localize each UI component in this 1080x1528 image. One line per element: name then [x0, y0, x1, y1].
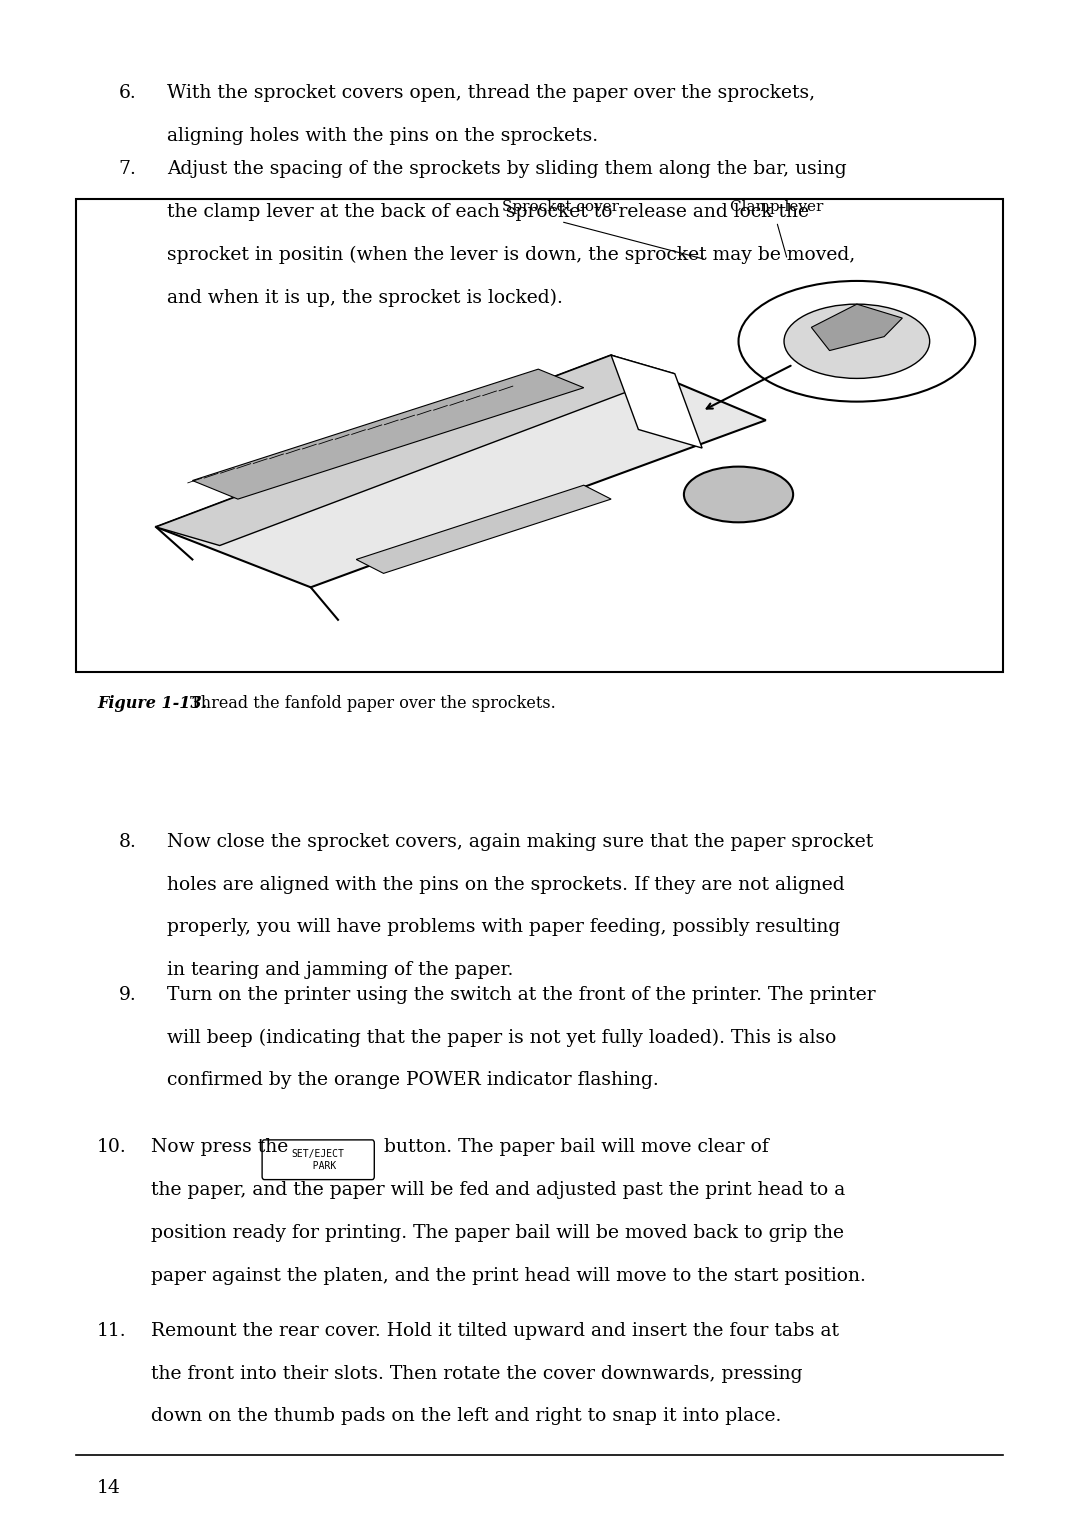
Text: Clamp lever: Clamp lever: [730, 200, 823, 214]
Text: and when it is up, the sprocket is locked).: and when it is up, the sprocket is locke…: [167, 289, 563, 307]
Text: Sprocket cover: Sprocket cover: [502, 200, 620, 214]
Text: 7.: 7.: [119, 160, 136, 179]
Text: 9.: 9.: [119, 986, 136, 1004]
Text: down on the thumb pads on the left and right to snap it into place.: down on the thumb pads on the left and r…: [151, 1407, 782, 1426]
Circle shape: [739, 281, 975, 402]
Bar: [76, 199, 1003, 672]
Text: properly, you will have problems with paper feeding, possibly resulting: properly, you will have problems with pa…: [167, 918, 840, 937]
Text: Turn on the printer using the switch at the front of the printer. The printer: Turn on the printer using the switch at …: [167, 986, 876, 1004]
Text: With the sprocket covers open, thread the paper over the sprockets,: With the sprocket covers open, thread th…: [167, 84, 815, 102]
Text: holes are aligned with the pins on the sprockets. If they are not aligned: holes are aligned with the pins on the s…: [167, 876, 845, 894]
Text: the paper, and the paper will be fed and adjusted past the print head to a: the paper, and the paper will be fed and…: [151, 1181, 846, 1199]
Text: Remount the rear cover. Hold it tilted upward and insert the four tabs at: Remount the rear cover. Hold it tilted u…: [151, 1322, 839, 1340]
Text: the front into their slots. Then rotate the cover downwards, pressing: the front into their slots. Then rotate …: [151, 1365, 802, 1383]
Text: paper against the platen, and the print head will move to the start position.: paper against the platen, and the print …: [151, 1267, 866, 1285]
Text: Now press the: Now press the: [151, 1138, 294, 1157]
Polygon shape: [192, 370, 584, 500]
Polygon shape: [811, 304, 903, 350]
Text: 10.: 10.: [97, 1138, 126, 1157]
Circle shape: [784, 304, 930, 379]
Text: confirmed by the orange POWER indicator flashing.: confirmed by the orange POWER indicator …: [167, 1071, 659, 1089]
FancyBboxPatch shape: [262, 1140, 375, 1180]
Text: button. The paper bail will move clear of: button. The paper bail will move clear o…: [378, 1138, 768, 1157]
Text: aligning holes with the pins on the sprockets.: aligning holes with the pins on the spro…: [167, 127, 598, 145]
Text: SET/EJECT
  PARK: SET/EJECT PARK: [292, 1149, 345, 1170]
Polygon shape: [156, 354, 766, 587]
Circle shape: [684, 466, 793, 523]
Text: sprocket in positin (when the lever is down, the sprocket may be moved,: sprocket in positin (when the lever is d…: [167, 246, 855, 264]
Text: the clamp lever at the back of each sprocket to release and lock the: the clamp lever at the back of each spro…: [167, 203, 809, 222]
Text: Thread the fanfold paper over the sprockets.: Thread the fanfold paper over the sprock…: [185, 695, 556, 712]
Text: Figure 1-13.: Figure 1-13.: [97, 695, 207, 712]
Text: position ready for printing. The paper bail will be moved back to grip the: position ready for printing. The paper b…: [151, 1224, 843, 1242]
Text: in tearing and jamming of the paper.: in tearing and jamming of the paper.: [167, 961, 514, 979]
Polygon shape: [156, 354, 675, 545]
Polygon shape: [356, 486, 611, 573]
Text: 14: 14: [97, 1479, 121, 1497]
Text: will beep (indicating that the paper is not yet fully loaded). This is also: will beep (indicating that the paper is …: [167, 1028, 837, 1047]
Text: 6.: 6.: [119, 84, 136, 102]
Text: 11.: 11.: [97, 1322, 126, 1340]
Text: 8.: 8.: [119, 833, 136, 851]
Text: Adjust the spacing of the sprockets by sliding them along the bar, using: Adjust the spacing of the sprockets by s…: [167, 160, 847, 179]
Text: Now close the sprocket covers, again making sure that the paper sprocket: Now close the sprocket covers, again mak…: [167, 833, 874, 851]
Polygon shape: [611, 354, 702, 448]
